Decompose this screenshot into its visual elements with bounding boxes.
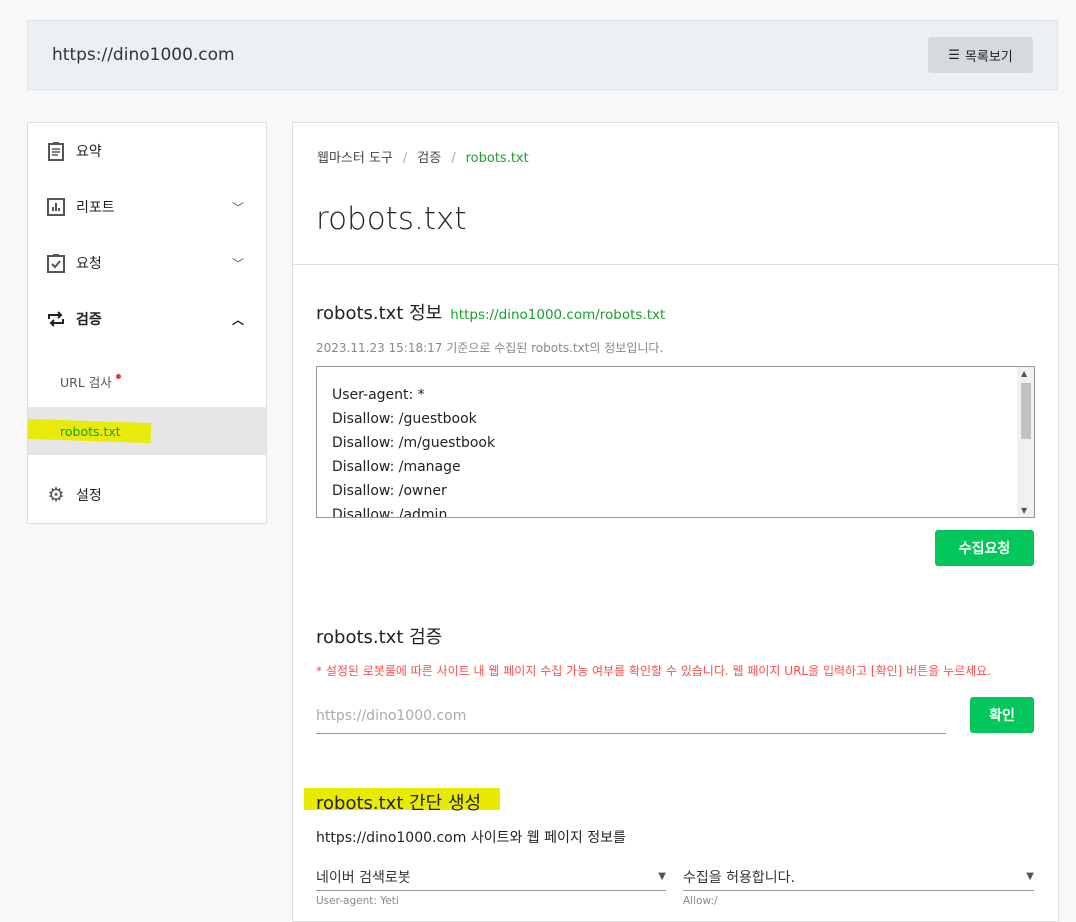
url-input[interactable] bbox=[316, 699, 946, 734]
robot-select[interactable]: 네이버 검색로봇 ▼ bbox=[316, 863, 666, 891]
sidebar-item-verify[interactable]: 검증 ︿ bbox=[28, 291, 266, 347]
robot-select-value: 네이버 검색로봇 bbox=[316, 869, 411, 886]
sidebar-subitem-label: robots.txt bbox=[60, 423, 121, 439]
list-view-button[interactable]: ☰ 목록보기 bbox=[928, 37, 1033, 73]
scroll-down-icon[interactable]: ▼ bbox=[1021, 506, 1028, 515]
page-title: robots.txt bbox=[316, 201, 467, 237]
chevron-down-icon[interactable]: ﹀ bbox=[231, 256, 244, 271]
top-bar: https://dino1000.com ☰ 목록보기 bbox=[27, 20, 1058, 90]
robots-line: Disallow: /admin bbox=[332, 507, 448, 518]
section-heading-info: robots.txt 정보 https://dino1000.com/robots… bbox=[316, 299, 665, 325]
allow-select[interactable]: 수집을 허용합니다. ▼ bbox=[683, 863, 1034, 891]
robots-line: Disallow: /m/guestbook bbox=[332, 435, 496, 451]
section-heading-verify: robots.txt 검증 bbox=[316, 627, 443, 648]
bar-chart-icon bbox=[46, 197, 66, 217]
dropdown-arrow-icon: ▼ bbox=[1026, 871, 1034, 882]
allow-hint: Allow:/ bbox=[683, 895, 718, 907]
section-title: robots.txt 정보 bbox=[316, 303, 443, 324]
main-panel: 웹마스터 도구 / 검증 / robots.txt robots.txt robots.… bbox=[292, 122, 1059, 922]
sidebar-subitem-url-inspect[interactable]: URL 검사 bbox=[28, 357, 266, 405]
scroll-thumb[interactable] bbox=[1021, 383, 1031, 439]
robots-line: Disallow: /manage bbox=[332, 459, 461, 475]
robots-line: Disallow: /guestbook bbox=[332, 411, 477, 427]
allow-select-value: 수집을 허용합니다. bbox=[683, 869, 795, 886]
dropdown-arrow-icon: ▼ bbox=[658, 871, 666, 882]
sidebar-item-settings[interactable]: ⚙ 설정 bbox=[28, 467, 266, 523]
repeat-icon bbox=[46, 309, 66, 329]
confirm-button[interactable]: 확인 bbox=[970, 697, 1034, 733]
scrollbar[interactable]: ▲ ▼ bbox=[1017, 367, 1034, 517]
collected-meta: 2023.11.23 15:18:17 기준으로 수집된 robots.txt의… bbox=[316, 341, 664, 355]
sidebar-item-label: 검증 bbox=[76, 312, 102, 328]
robots-line: User-agent: * bbox=[332, 387, 425, 403]
site-url: https://dino1000.com bbox=[52, 45, 235, 65]
sidebar-item-label: 요청 bbox=[76, 256, 102, 272]
collect-request-button[interactable]: 수집요청 bbox=[935, 530, 1034, 566]
list-view-label: 목록보기 bbox=[964, 49, 1013, 65]
sidebar-item-summary[interactable]: 요약 bbox=[28, 123, 266, 179]
robots-lines: User-agent: * Disallow: /guestbook Disallo… bbox=[317, 367, 1034, 518]
scroll-up-icon[interactable]: ▲ bbox=[1021, 369, 1028, 378]
gear-icon: ⚙ bbox=[47, 484, 65, 506]
new-badge-dot bbox=[115, 373, 121, 379]
highlight-mark bbox=[304, 788, 500, 810]
verify-warning: * 설정된 로봇룰에 따른 사이트 내 웹 페이지 수집 가능 여부를 확인할 … bbox=[316, 664, 992, 678]
chevron-up-icon[interactable]: ︿ bbox=[231, 312, 244, 327]
sidebar: 요약 리포트 ﹀ 요청 ﹀ 검증 ︿ URL 검사 robots.txt ⚙ 설… bbox=[27, 122, 267, 524]
sidebar-item-label: 리포트 bbox=[76, 200, 115, 216]
breadcrumb-item[interactable]: 웹마스터 도구 bbox=[317, 151, 393, 166]
list-icon: ☰ bbox=[948, 47, 960, 63]
sidebar-item-request[interactable]: 요청 ﹀ bbox=[28, 235, 266, 291]
robots-link[interactable]: https://dino1000.com/robots.txt bbox=[450, 307, 666, 323]
sidebar-item-label: 요약 bbox=[76, 144, 102, 160]
sidebar-subitem-robots[interactable]: robots.txt bbox=[27, 407, 266, 455]
clipboard-check-icon bbox=[46, 253, 66, 273]
sidebar-item-report[interactable]: 리포트 ﹀ bbox=[28, 179, 266, 235]
breadcrumb-current: robots.txt bbox=[465, 151, 529, 166]
section-heading-generate: robots.txt 간단 생성 bbox=[316, 793, 482, 814]
sidebar-subitem-label: URL 검사 bbox=[60, 374, 112, 390]
divider bbox=[293, 264, 1058, 265]
robots-content-box[interactable]: User-agent: * Disallow: /guestbook Disallo… bbox=[316, 366, 1035, 518]
generate-description: https://dino1000.com 사이트와 웹 페이지 정보를 bbox=[316, 830, 626, 846]
sidebar-item-label: 설정 bbox=[76, 488, 102, 504]
breadcrumb-item[interactable]: 검증 bbox=[417, 151, 442, 166]
breadcrumb: 웹마스터 도구 / 검증 / robots.txt bbox=[317, 151, 529, 166]
clipboard-icon bbox=[46, 141, 66, 161]
chevron-down-icon[interactable]: ﹀ bbox=[231, 200, 244, 215]
robots-line: Disallow: /owner bbox=[332, 483, 447, 499]
robot-hint: User-agent: Yeti bbox=[316, 895, 399, 907]
